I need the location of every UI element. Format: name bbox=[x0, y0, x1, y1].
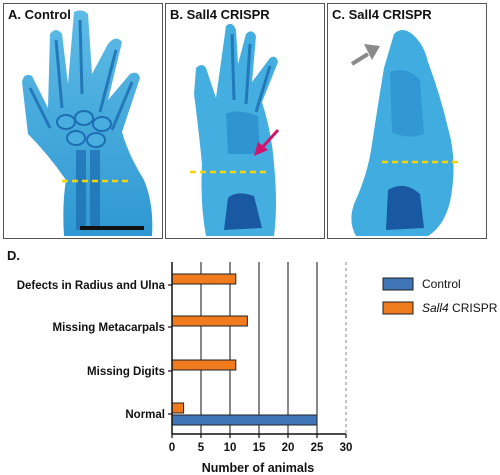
panel-b-label: B. Sall4 CRISPR bbox=[170, 7, 270, 22]
bar-sall4-3 bbox=[171, 402, 185, 414]
legend-label-control: Control bbox=[422, 277, 461, 291]
control-limb-image bbox=[22, 10, 153, 237]
x-tick-label-6: 30 bbox=[340, 442, 353, 454]
x-tick-label-5: 25 bbox=[311, 442, 324, 454]
panel-a-label: A. Control bbox=[8, 7, 71, 22]
category-label-0: Defects in Radius and Ulna bbox=[17, 280, 166, 292]
x-tick-label-0: 0 bbox=[169, 442, 175, 454]
legend-label-sall4: Sall4 CRISPR bbox=[422, 301, 498, 315]
x-tick-label-2: 10 bbox=[224, 442, 237, 454]
panel-a-control-limb: A. Control bbox=[3, 3, 163, 239]
legend-swatch-sall4 bbox=[382, 301, 414, 315]
panel-b-sall4-limb: B. Sall4 CRISPR bbox=[165, 3, 325, 239]
legend: Control Sall4 CRISPR bbox=[382, 277, 498, 315]
bar-sall4-0 bbox=[171, 273, 237, 285]
x-tick-labels: 0 5 10 15 20 25 30 bbox=[169, 442, 353, 454]
bar-chart: D. Defects in Radius and Ulna Missing Met… bbox=[7, 248, 498, 475]
panel-d-label: D. bbox=[7, 248, 20, 263]
category-label-1: Missing Metacarpals bbox=[53, 322, 165, 334]
x-tick-label-1: 5 bbox=[198, 442, 205, 454]
chart-axes bbox=[168, 262, 347, 438]
pink-arrow bbox=[254, 128, 280, 156]
bar-control-3 bbox=[171, 414, 318, 426]
panel-c-label: C. Sall4 CRISPR bbox=[332, 7, 432, 22]
category-labels: Defects in Radius and Ulna Missing Metaca… bbox=[17, 280, 166, 421]
x-tick-label-4: 20 bbox=[282, 442, 295, 454]
sall4-limb-image-c bbox=[350, 30, 460, 236]
chart-grid bbox=[200, 262, 347, 434]
sall4-limb-image-b bbox=[190, 23, 280, 236]
bar-sall4-1 bbox=[171, 315, 248, 327]
panel-c-sall4-limb: C. Sall4 CRISPR bbox=[327, 3, 487, 239]
legend-label-sall4-gene: Sall4 bbox=[422, 301, 449, 315]
bar-sall4-2 bbox=[171, 359, 237, 371]
gray-arrow bbox=[350, 44, 380, 66]
legend-label-sall4-rest: CRISPR bbox=[449, 301, 498, 315]
category-label-3: Normal bbox=[125, 409, 165, 421]
chart-bars bbox=[171, 273, 318, 426]
x-tick-label-3: 15 bbox=[253, 442, 266, 454]
category-label-2: Missing Digits bbox=[87, 366, 165, 378]
x-axis-title: Number of animals bbox=[202, 461, 315, 475]
legend-swatch-control bbox=[382, 277, 414, 291]
